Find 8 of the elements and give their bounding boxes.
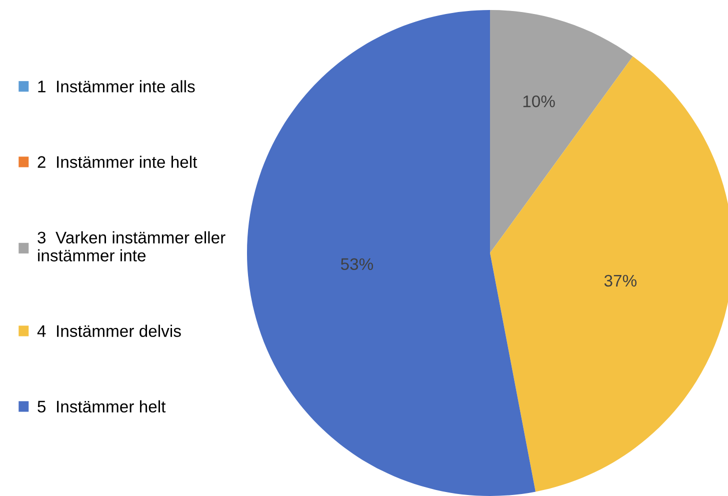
legend-label: 2 Instämmer inte helt	[38, 156, 198, 168]
legend-label: 3 Varken instämmer eller instämmer inte	[38, 231, 226, 262]
data-label: 37%	[604, 274, 637, 287]
legend-label: 5 Instämmer helt	[38, 400, 166, 413]
legend-label: 1 Instämmer inte alls	[38, 80, 195, 92]
data-label: 53%	[340, 258, 374, 270]
data-label: 10%	[523, 95, 555, 108]
legend-label: 4 Instämmer delvis	[37, 324, 181, 337]
